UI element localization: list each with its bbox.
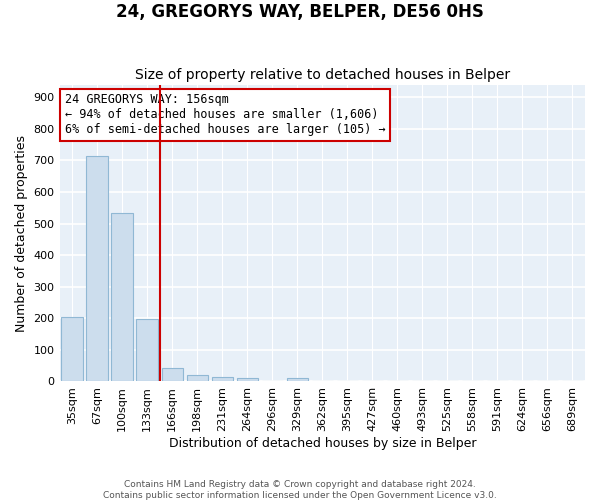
Bar [86, 156, 108, 382]
Bar [287, 378, 308, 382]
Bar [61, 318, 83, 382]
Bar [136, 319, 158, 382]
Bar [161, 368, 183, 382]
Bar [236, 378, 258, 382]
X-axis label: Distribution of detached houses by size in Belper: Distribution of detached houses by size … [169, 437, 476, 450]
Bar [112, 213, 133, 382]
Title: Size of property relative to detached houses in Belper: Size of property relative to detached ho… [135, 68, 510, 82]
Bar [187, 376, 208, 382]
Text: Contains HM Land Registry data © Crown copyright and database right 2024.
Contai: Contains HM Land Registry data © Crown c… [103, 480, 497, 500]
Text: 24 GREGORYS WAY: 156sqm
← 94% of detached houses are smaller (1,606)
6% of semi-: 24 GREGORYS WAY: 156sqm ← 94% of detache… [65, 94, 385, 136]
Text: 24, GREGORYS WAY, BELPER, DE56 0HS: 24, GREGORYS WAY, BELPER, DE56 0HS [116, 2, 484, 21]
Bar [212, 376, 233, 382]
Y-axis label: Number of detached properties: Number of detached properties [15, 134, 28, 332]
